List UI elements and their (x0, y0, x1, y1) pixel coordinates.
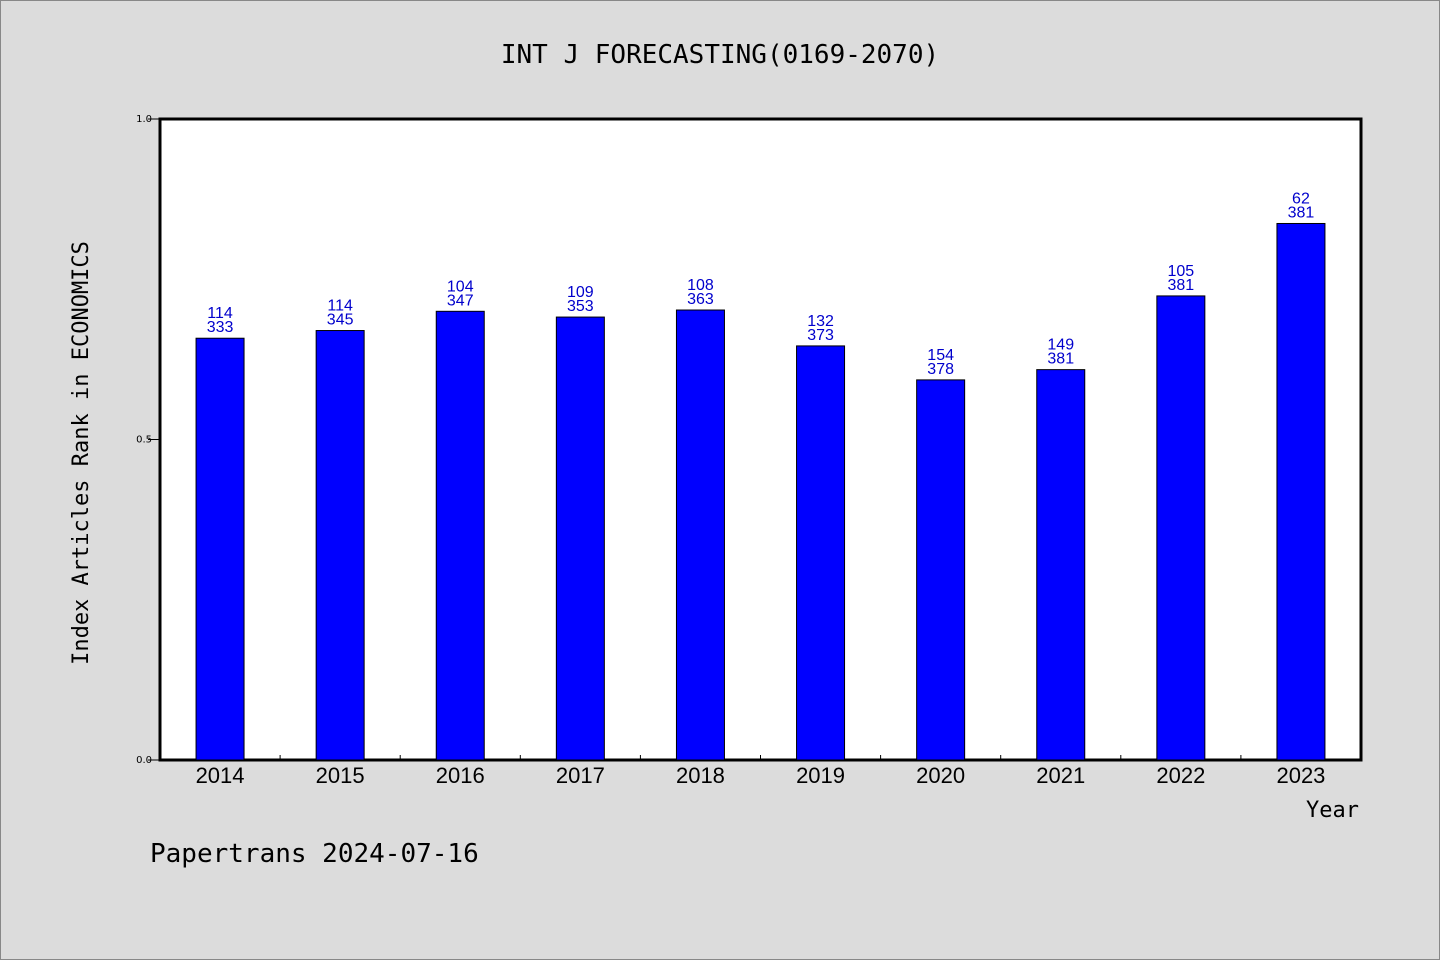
bar (195, 337, 245, 761)
x-tick-label: 2022 (1156, 763, 1205, 788)
bar-rank-label: 154 (927, 347, 954, 364)
bar (1156, 295, 1206, 761)
x-tick-label: 2016 (436, 763, 485, 788)
bar (796, 345, 846, 761)
x-tick-label: 2021 (1036, 763, 1085, 788)
bar (675, 309, 725, 761)
x-tick-label: 2023 (1276, 763, 1325, 788)
bar-total-label: 378 (927, 361, 954, 378)
y-tick-label: 1.0 (136, 114, 152, 125)
x-tick-label: 2019 (796, 763, 845, 788)
bar-rank-label: 105 (1167, 263, 1194, 280)
footer-credit: Papertrans 2024-07-16 (150, 839, 479, 869)
bar (916, 379, 966, 761)
bars-group (195, 222, 1326, 761)
bar-total-label: 347 (447, 292, 474, 309)
x-axis-label: Year (1306, 798, 1359, 823)
bar (1276, 222, 1326, 761)
bar-rank-label: 108 (687, 277, 714, 294)
bar (555, 316, 605, 761)
y-axis: 1.0 0.5 0.0 (136, 114, 160, 766)
bar-rank-label: 149 (1047, 337, 1074, 354)
y-tick-label: 0.5 (136, 435, 152, 446)
bar (435, 310, 485, 761)
x-tick-label: 2015 (316, 763, 365, 788)
x-tick-label: 2014 (196, 763, 245, 788)
bar-total-label: 353 (567, 298, 594, 315)
x-axis: 2014 2015 2016 2017 2018 2019 2020 2021 2022 2023 (196, 755, 1325, 788)
bar-total-label: 381 (1288, 204, 1315, 221)
x-tick-label: 2018 (676, 763, 725, 788)
y-tick-label: 0.0 (136, 755, 152, 766)
bar-total-label: 333 (207, 319, 234, 336)
bar (1036, 369, 1086, 761)
y-axis-label: Index Articles Rank in ECONOMICS (69, 241, 94, 665)
x-tick-label: 2020 (916, 763, 965, 788)
bar-total-label: 345 (327, 312, 354, 329)
bar-total-label: 381 (1167, 277, 1194, 294)
bar (315, 330, 365, 761)
bar-rank-label: 109 (567, 284, 594, 301)
bar-rank-label: 104 (447, 278, 474, 295)
bar-rank-label: 62 (1292, 190, 1310, 207)
chart-title: INT J FORECASTING(0169-2070) (501, 40, 939, 70)
bar-rank-label: 114 (207, 305, 233, 322)
x-tick-label: 2017 (556, 763, 605, 788)
bar-rank-label: 132 (807, 313, 834, 330)
bar-total-label: 373 (807, 327, 834, 344)
bar-total-label: 363 (687, 291, 714, 308)
bar-total-label: 381 (1047, 351, 1074, 368)
bar-rank-label: 114 (327, 298, 353, 315)
